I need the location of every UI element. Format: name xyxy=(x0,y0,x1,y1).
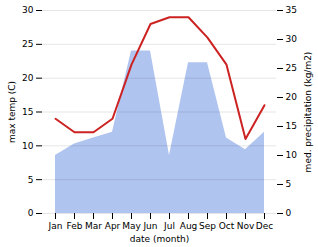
svg-text:Oct: Oct xyxy=(219,221,235,231)
svg-text:Jan: Jan xyxy=(48,221,63,231)
svg-text:15: 15 xyxy=(286,121,297,131)
svg-text:med. precipitation (kg/m2): med. precipitation (kg/m2) xyxy=(303,52,313,173)
svg-text:0: 0 xyxy=(286,208,292,218)
svg-text:15: 15 xyxy=(22,107,33,117)
svg-text:0: 0 xyxy=(28,208,34,218)
svg-text:20: 20 xyxy=(286,92,298,102)
svg-text:Mar: Mar xyxy=(85,221,102,231)
svg-text:Nov: Nov xyxy=(237,221,255,231)
svg-text:Aug: Aug xyxy=(180,221,198,231)
svg-text:date (month): date (month) xyxy=(130,234,189,244)
svg-text:Jul: Jul xyxy=(163,221,175,231)
svg-text:Jun: Jun xyxy=(142,221,157,231)
svg-text:25: 25 xyxy=(22,39,33,49)
svg-text:max temp (C): max temp (C) xyxy=(7,81,17,143)
svg-text:5: 5 xyxy=(286,179,292,189)
svg-text:Sep: Sep xyxy=(199,221,216,231)
svg-text:Apr: Apr xyxy=(105,221,121,231)
svg-text:10: 10 xyxy=(22,141,34,151)
svg-text:35: 35 xyxy=(286,5,297,15)
svg-text:10: 10 xyxy=(286,150,298,160)
svg-text:20: 20 xyxy=(22,73,34,83)
svg-text:Feb: Feb xyxy=(67,221,83,231)
svg-text:30: 30 xyxy=(22,5,34,15)
svg-text:5: 5 xyxy=(28,175,34,185)
svg-text:May: May xyxy=(122,221,141,231)
svg-text:25: 25 xyxy=(286,63,297,73)
svg-text:Dec: Dec xyxy=(256,221,273,231)
svg-text:30: 30 xyxy=(286,34,298,44)
